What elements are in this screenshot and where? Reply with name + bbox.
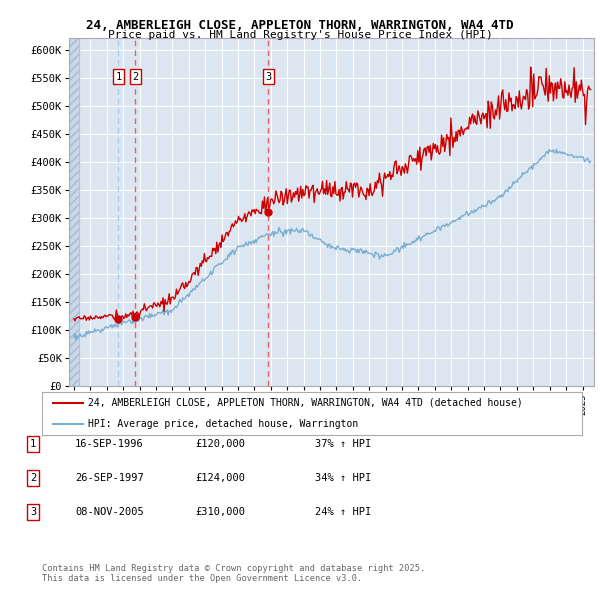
Text: 16-SEP-1996: 16-SEP-1996	[75, 439, 144, 448]
Text: 24, AMBERLEIGH CLOSE, APPLETON THORN, WARRINGTON, WA4 4TD: 24, AMBERLEIGH CLOSE, APPLETON THORN, WA…	[86, 19, 514, 32]
Text: HPI: Average price, detached house, Warrington: HPI: Average price, detached house, Warr…	[88, 419, 358, 429]
Bar	[69, 38, 79, 386]
Text: 34% ↑ HPI: 34% ↑ HPI	[315, 473, 371, 483]
Text: Price paid vs. HM Land Registry's House Price Index (HPI): Price paid vs. HM Land Registry's House …	[107, 30, 493, 40]
Text: 24, AMBERLEIGH CLOSE, APPLETON THORN, WARRINGTON, WA4 4TD (detached house): 24, AMBERLEIGH CLOSE, APPLETON THORN, WA…	[88, 398, 523, 408]
Text: Contains HM Land Registry data © Crown copyright and database right 2025.
This d: Contains HM Land Registry data © Crown c…	[42, 563, 425, 583]
Text: 3: 3	[30, 507, 36, 517]
Text: 3: 3	[265, 71, 271, 81]
Text: 24% ↑ HPI: 24% ↑ HPI	[315, 507, 371, 517]
Text: 2: 2	[132, 71, 138, 81]
Text: 2: 2	[30, 473, 36, 483]
Text: 26-SEP-1997: 26-SEP-1997	[75, 473, 144, 483]
Text: 37% ↑ HPI: 37% ↑ HPI	[315, 439, 371, 448]
Text: £120,000: £120,000	[195, 439, 245, 448]
Text: 08-NOV-2005: 08-NOV-2005	[75, 507, 144, 517]
Text: £124,000: £124,000	[195, 473, 245, 483]
Text: £310,000: £310,000	[195, 507, 245, 517]
Text: 1: 1	[30, 439, 36, 448]
Text: 1: 1	[115, 71, 122, 81]
